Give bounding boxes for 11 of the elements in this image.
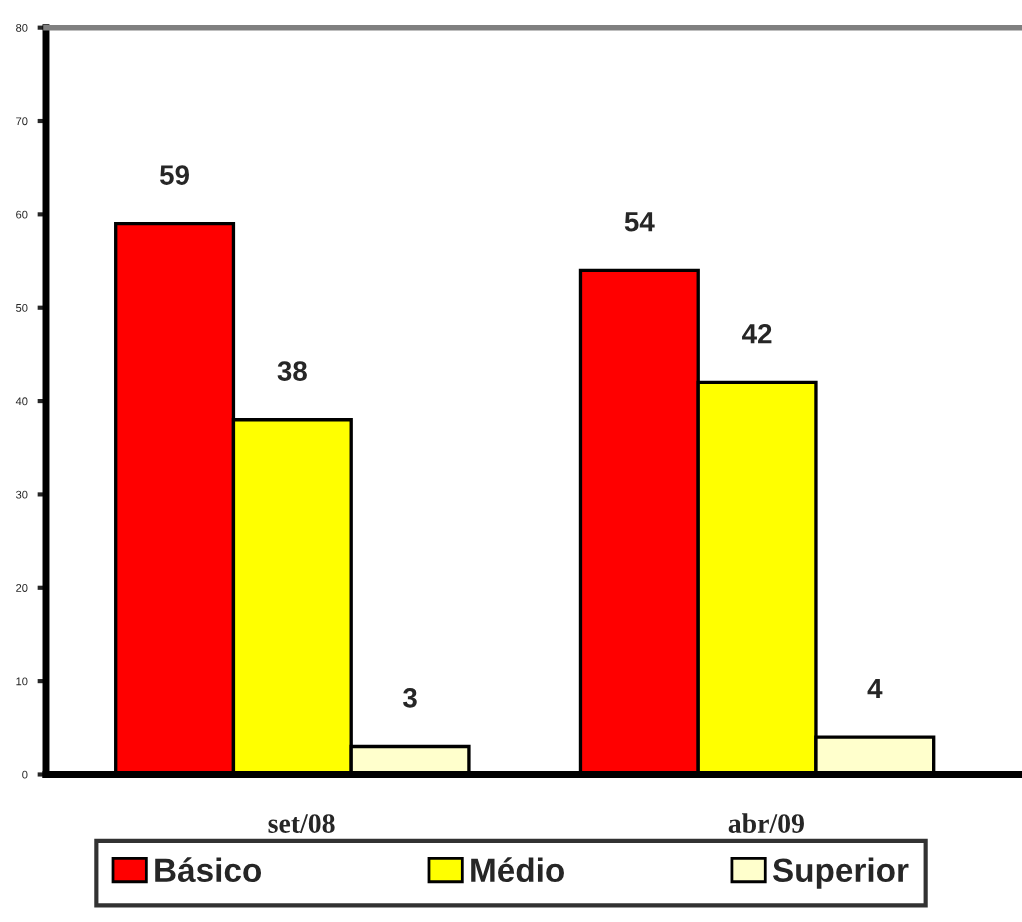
x-tick-label: set/08	[268, 814, 335, 833]
data-label: 59	[159, 165, 189, 185]
data-label: 38	[277, 361, 307, 381]
x-tick-label: abr/09	[728, 813, 804, 833]
data-label: 42	[742, 323, 772, 344]
legend-label: Básico	[155, 857, 262, 883]
legend-label: Superior	[772, 857, 909, 889]
data-label: 4	[867, 678, 883, 699]
data-label: 3	[402, 687, 417, 708]
legend-label: Médio	[471, 857, 564, 883]
data-label: 54	[624, 212, 655, 232]
